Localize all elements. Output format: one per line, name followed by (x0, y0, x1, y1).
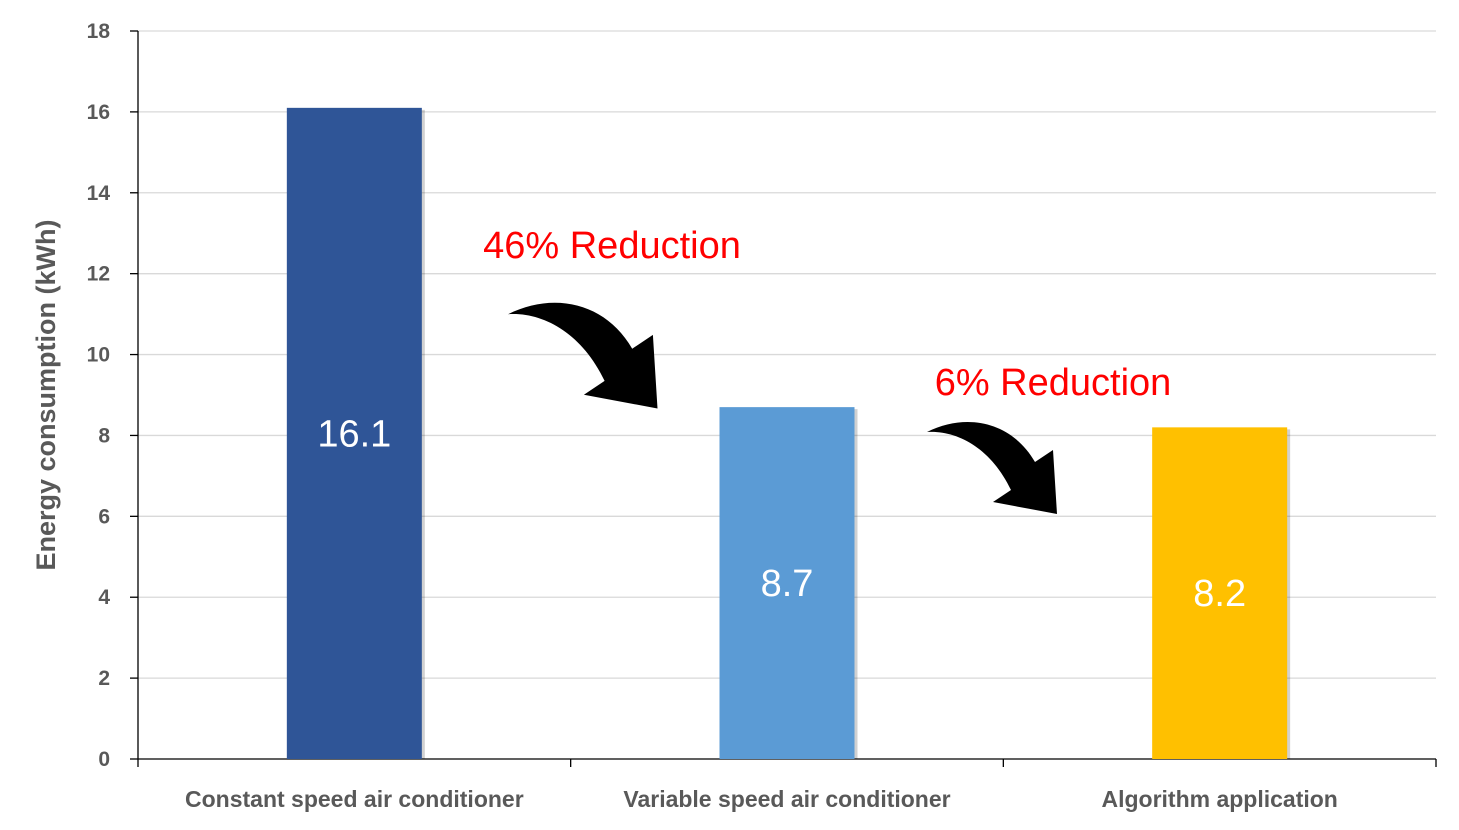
bar-value-label: 8.7 (761, 563, 814, 605)
x-category-label: Algorithm application (1101, 786, 1337, 812)
y-tick-label: 10 (87, 344, 110, 367)
reduction-arrow (508, 302, 658, 409)
reduction-annotation-text: 46% Reduction (483, 225, 741, 267)
y-tick-label: 12 (87, 263, 110, 286)
x-category-label: Variable speed air conditioner (623, 786, 950, 812)
y-tick-label: 2 (98, 667, 110, 690)
bars: 16.1 8.7 8.2 (286, 107, 1291, 760)
bar-1 (286, 107, 422, 760)
y-tick-label: 8 (98, 424, 110, 447)
y-tick-label: 0 (98, 748, 110, 771)
y-tick-label: 6 (98, 505, 110, 528)
reduction-annotation-text: 6% Reduction (935, 362, 1172, 404)
bar-2 (719, 407, 855, 759)
y-tick-label: 14 (87, 182, 111, 205)
bar-value-label: 8.2 (1193, 573, 1246, 615)
x-category-label: Constant speed air conditioner (185, 786, 524, 812)
bar-3 (1152, 427, 1288, 759)
y-tick-label: 16 (87, 101, 110, 124)
y-tick-label: 4 (98, 586, 110, 609)
bar-value-label: 16.1 (317, 413, 391, 455)
y-axis-title: Energy consumption (kWh) (31, 220, 61, 571)
y-tick-label: 18 (87, 20, 111, 43)
reduction-arrow (927, 422, 1057, 514)
annotations: 46% Reduction 6% Reduction (483, 225, 1171, 514)
